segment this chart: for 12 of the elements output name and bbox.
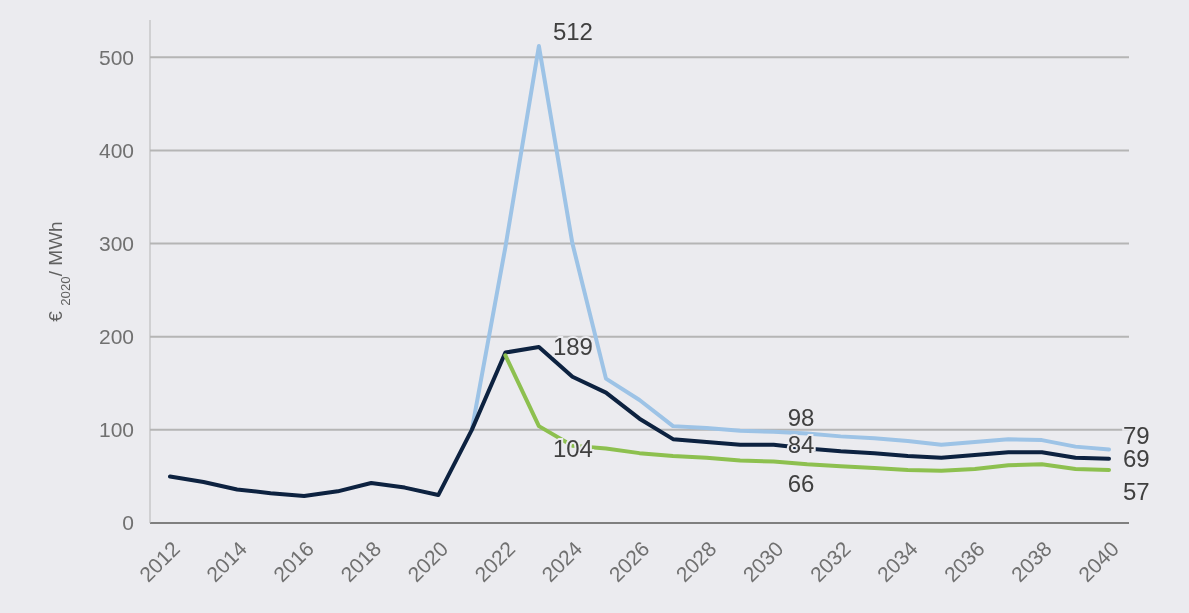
line-series bbox=[503, 353, 1111, 473]
data-label: 57 bbox=[1123, 478, 1150, 506]
y-tick-label: 200 bbox=[98, 325, 134, 349]
data-label: 98 bbox=[787, 404, 815, 432]
data-label: 189 bbox=[552, 333, 593, 361]
y-tick-label: 0 bbox=[122, 511, 134, 535]
y-tick-label: 400 bbox=[98, 138, 134, 162]
data-label: 512 bbox=[552, 18, 593, 46]
data-label: 66 bbox=[787, 469, 815, 497]
y-tick-label: 100 bbox=[98, 418, 134, 442]
y-tick-label: 500 bbox=[98, 45, 134, 69]
y-tick-label: 300 bbox=[98, 231, 134, 255]
